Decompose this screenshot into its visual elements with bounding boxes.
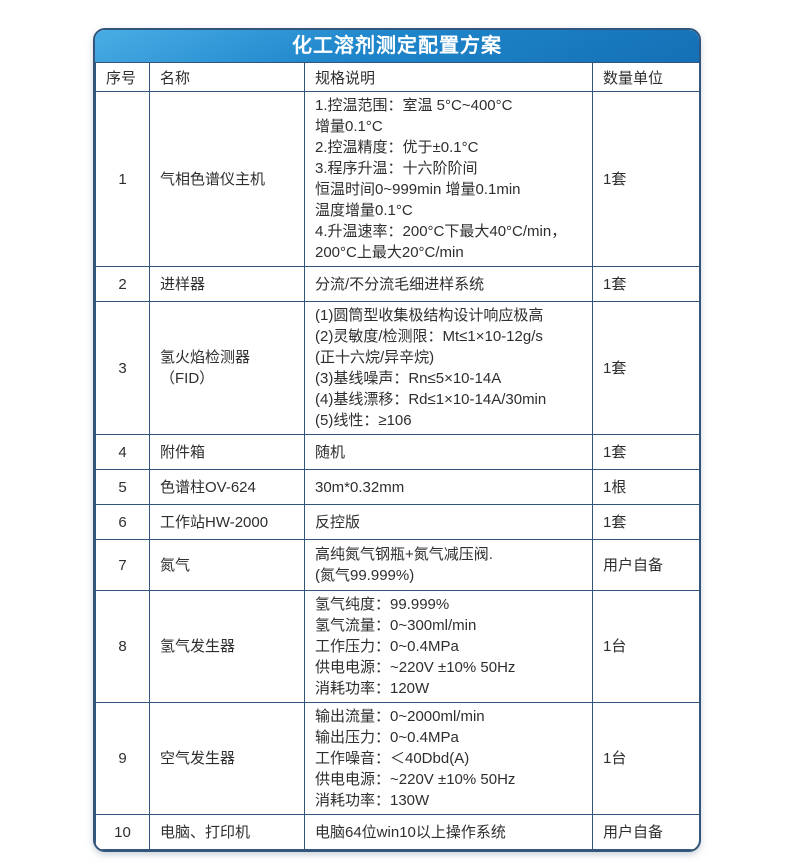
row-number: 7 [95,539,150,591]
item-name: 氮气 [149,539,305,591]
item-name: 附件箱 [149,434,305,470]
item-name: 色谱柱OV-624 [149,469,305,505]
row-number: 10 [95,814,150,850]
item-qty: 1根 [592,469,699,505]
row-number: 9 [95,702,150,815]
item-spec: 1.控温范围：室温 5°C~400°C 增量0.1°C 2.控温精度：优于±0.… [304,91,593,267]
item-qty: 1套 [592,266,699,302]
item-spec: 反控版 [304,504,593,540]
table-row: 8 氢气发生器 氢气纯度：99.999% 氢气流量：0~300ml/min 工作… [95,590,699,703]
table-row: 4 附件箱 随机 1套 [95,434,699,470]
item-spec: 随机 [304,434,593,470]
item-spec: 电脑64位win10以上操作系统 [304,814,593,850]
row-number: 2 [95,266,150,302]
item-name: 空气发生器 [149,702,305,815]
table-row: 10 电脑、打印机 电脑64位win10以上操作系统 用户自备 [95,814,699,850]
item-qty: 1台 [592,702,699,815]
column-header-no: 序号 [95,62,150,92]
item-qty: 1套 [592,504,699,540]
row-number: 4 [95,434,150,470]
column-header-spec: 规格说明 [304,62,593,92]
row-number: 6 [95,504,150,540]
table-row: 5 色谱柱OV-624 30m*0.32mm 1根 [95,469,699,505]
item-name: 氢气发生器 [149,590,305,703]
item-spec: (1)圆筒型收集极结构设计响应极高 (2)灵敏度/检测限：Mt≤1×10-12g… [304,301,593,435]
item-qty: 1套 [592,91,699,267]
item-name: 电脑、打印机 [149,814,305,850]
table-title: 化工溶剂测定配置方案 [95,30,699,62]
item-name: 氢火焰检测器（FID） [149,301,305,435]
item-spec: 输出流量：0~2000ml/min 输出压力：0~0.4MPa 工作噪音：＜40… [304,702,593,815]
row-number: 8 [95,590,150,703]
item-name: 气相色谱仪主机 [149,91,305,267]
config-table: 序号 名称 规格说明 数量单位 1 气相色谱仪主机 1.控温范围：室温 5°C~… [95,62,699,850]
table-row: 3 氢火焰检测器（FID） (1)圆筒型收集极结构设计响应极高 (2)灵敏度/检… [95,301,699,435]
item-spec: 分流/不分流毛细进样系统 [304,266,593,302]
table-row: 9 空气发生器 输出流量：0~2000ml/min 输出压力：0~0.4MPa … [95,702,699,815]
table-row: 1 气相色谱仪主机 1.控温范围：室温 5°C~400°C 增量0.1°C 2.… [95,91,699,267]
item-name: 进样器 [149,266,305,302]
item-qty: 用户自备 [592,814,699,850]
header-row: 序号 名称 规格说明 数量单位 [95,62,699,92]
item-spec: 30m*0.32mm [304,469,593,505]
item-qty: 1套 [592,301,699,435]
item-name: 工作站HW-2000 [149,504,305,540]
row-number: 1 [95,91,150,267]
column-header-name: 名称 [149,62,305,92]
column-header-qty: 数量单位 [592,62,699,92]
config-table-card: 化工溶剂测定配置方案 序号 名称 规格说明 数量单位 1 气相色谱仪主机 1.控… [93,28,701,852]
row-number: 5 [95,469,150,505]
item-spec: 氢气纯度：99.999% 氢气流量：0~300ml/min 工作压力：0~0.4… [304,590,593,703]
row-number: 3 [95,301,150,435]
item-spec: 高纯氮气钢瓶+氮气减压阀. (氮气99.999%) [304,539,593,591]
table-row: 7 氮气 高纯氮气钢瓶+氮气减压阀. (氮气99.999%) 用户自备 [95,539,699,591]
table-row: 2 进样器 分流/不分流毛细进样系统 1套 [95,266,699,302]
item-qty: 1套 [592,434,699,470]
table-row: 6 工作站HW-2000 反控版 1套 [95,504,699,540]
item-qty: 1台 [592,590,699,703]
item-qty: 用户自备 [592,539,699,591]
